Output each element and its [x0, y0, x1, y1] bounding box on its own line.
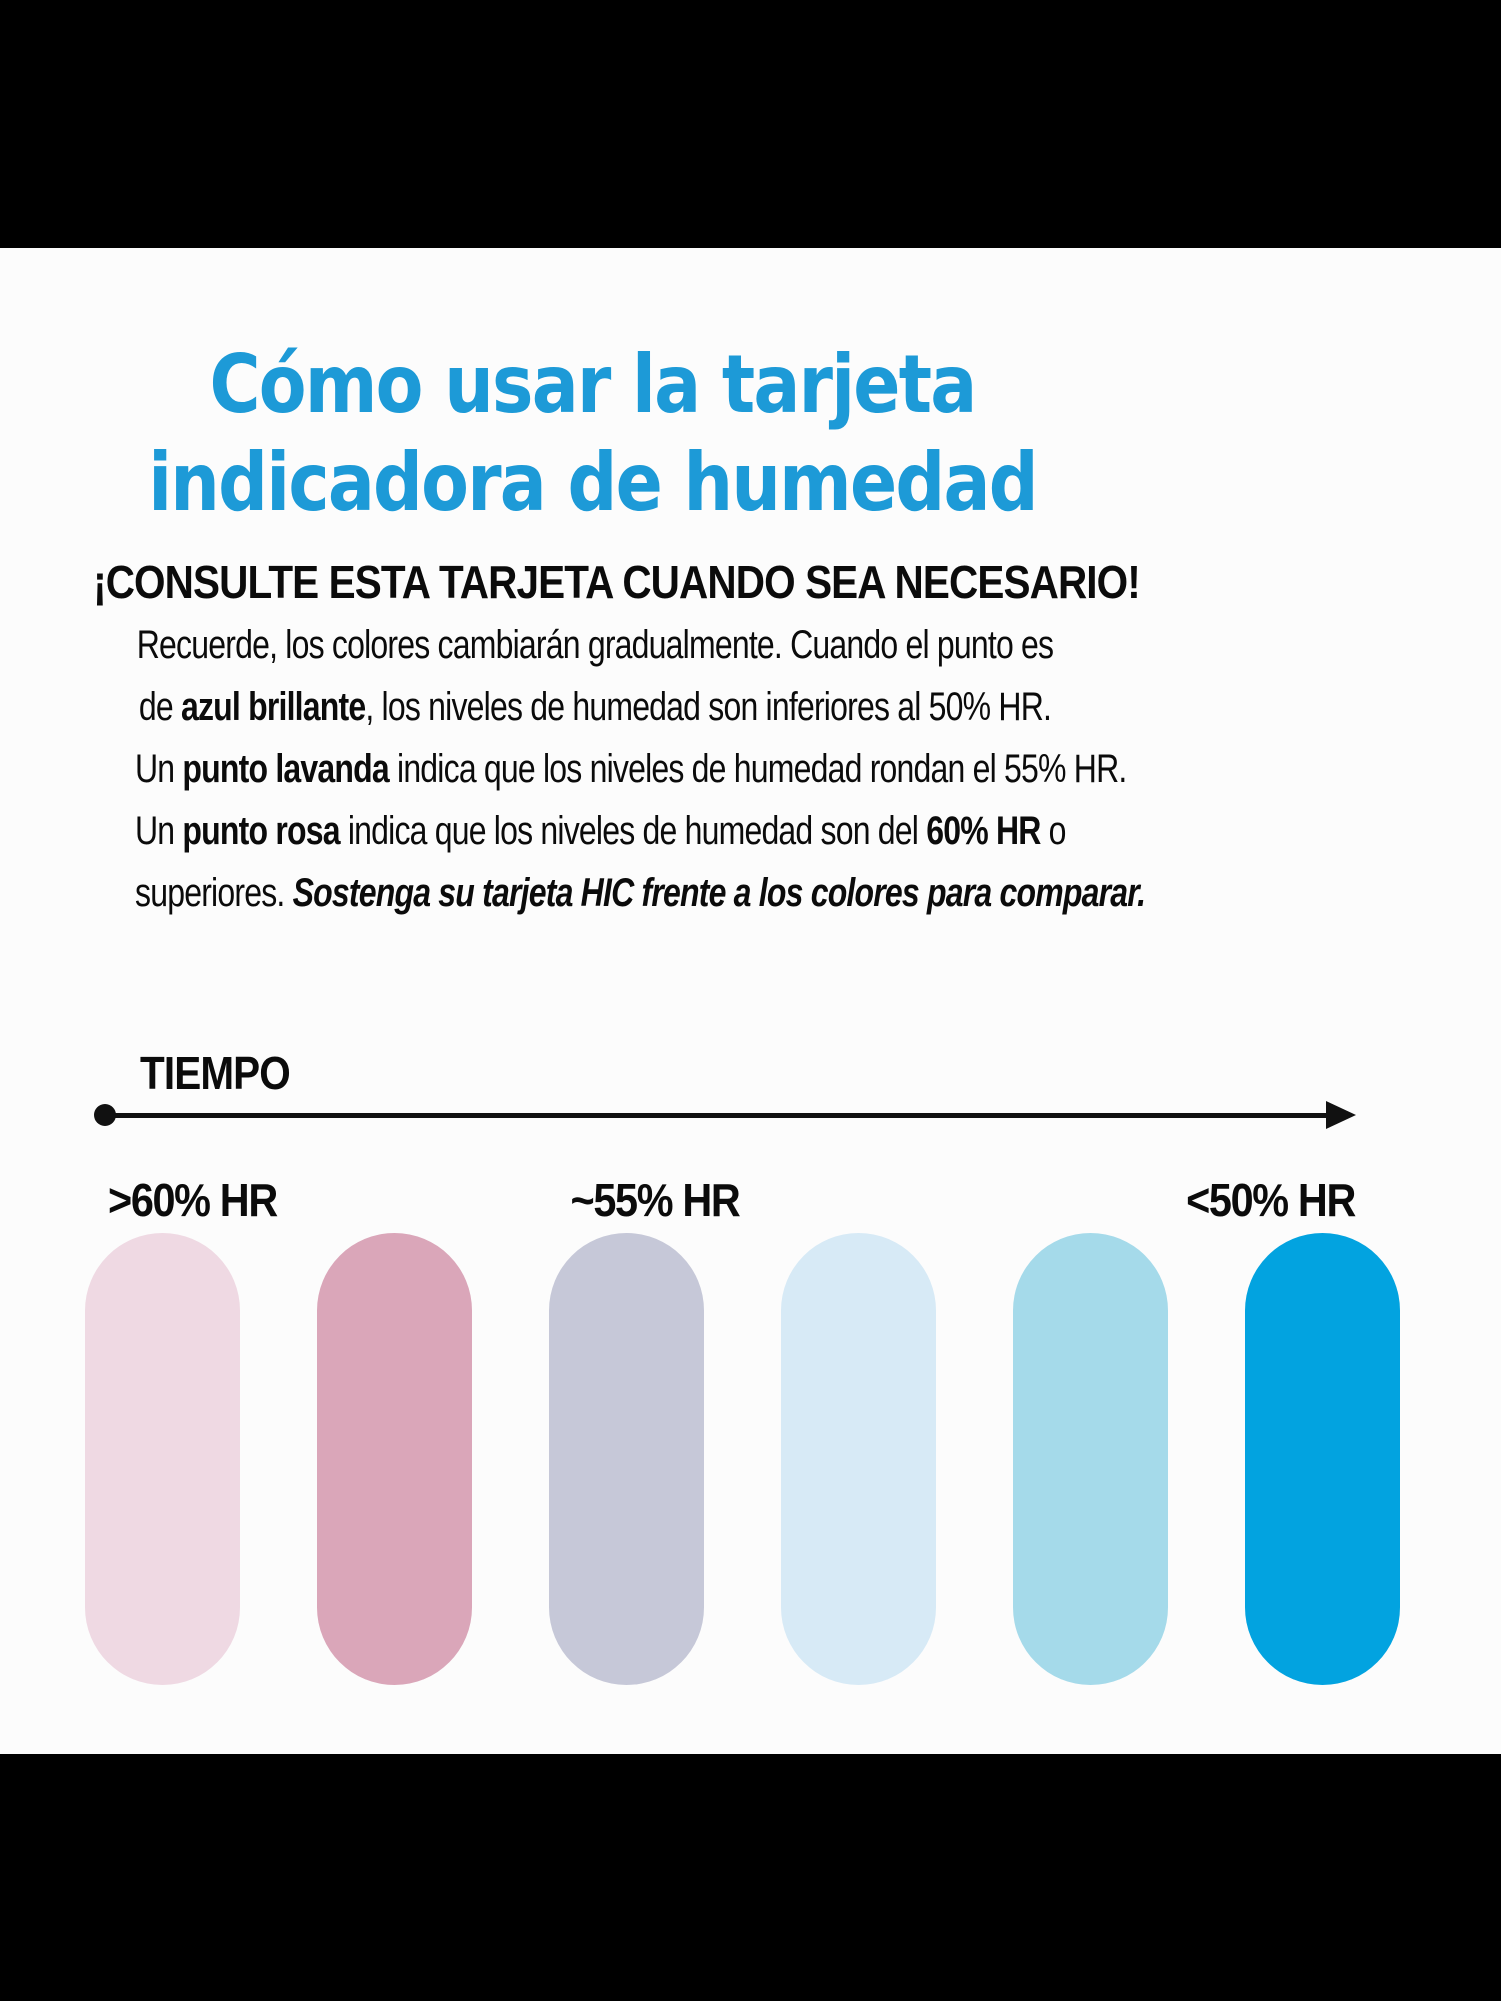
timeline-arrowhead-icon [1326, 1101, 1356, 1129]
color-swatch-azul-claro [1013, 1233, 1168, 1685]
timeline-axis-line [104, 1113, 1330, 1118]
humidity-label-under-50: <50% HR [1186, 1174, 1356, 1226]
bold-term-azul-brillante: azul brillante [180, 685, 366, 729]
bold-term-60-hr: 60% HR [926, 809, 1041, 853]
humidity-label-over-60: >60% HR [108, 1174, 278, 1226]
paragraph-line: Un punto lavanda indica que los niveles … [135, 747, 1127, 791]
paragraph-line: de azul brillante, los niveles de humeda… [138, 685, 1052, 729]
paragraph-line: Un punto rosa indica que los niveles de … [135, 809, 1066, 853]
color-swatch-azul-brillante [1245, 1233, 1400, 1685]
color-swatch-lavanda [549, 1233, 704, 1685]
paragraph-line: superiores. Sostenga su tarjeta HIC fren… [135, 871, 1146, 915]
instructions-paragraph: Recuerde, los colores cambiarán gradualm… [20, 614, 1170, 924]
humidity-card-infographic: Cómo usar la tarjeta indicadora de humed… [0, 248, 1501, 1754]
color-swatch-azul-muy-claro [781, 1233, 936, 1685]
humidity-label-about-55: ~55% HR [570, 1174, 741, 1226]
page-title: Cómo usar la tarjeta indicadora de humed… [25, 336, 1160, 532]
bold-term-punto-lavanda: punto lavanda [182, 747, 389, 791]
title-line-1: Cómo usar la tarjeta [209, 338, 977, 431]
timeline-label: TIEMPO [140, 1047, 291, 1099]
top-black-bar [0, 0, 1501, 248]
italic-instruction: Sostenga su tarjeta HIC frente a los col… [292, 871, 1146, 915]
subtitle: ¡CONSULTE ESTA TARJETA CUANDO SEA NECESA… [93, 556, 1141, 608]
color-swatch-rosa [317, 1233, 472, 1685]
bold-term-punto-rosa: punto rosa [182, 809, 340, 853]
bottom-black-bar [0, 1754, 1501, 2001]
title-line-2: indicadora de humedad [148, 436, 1038, 529]
color-swatch-rosa-palido [85, 1233, 240, 1685]
paragraph-line: Recuerde, los colores cambiarán gradualm… [136, 623, 1054, 667]
